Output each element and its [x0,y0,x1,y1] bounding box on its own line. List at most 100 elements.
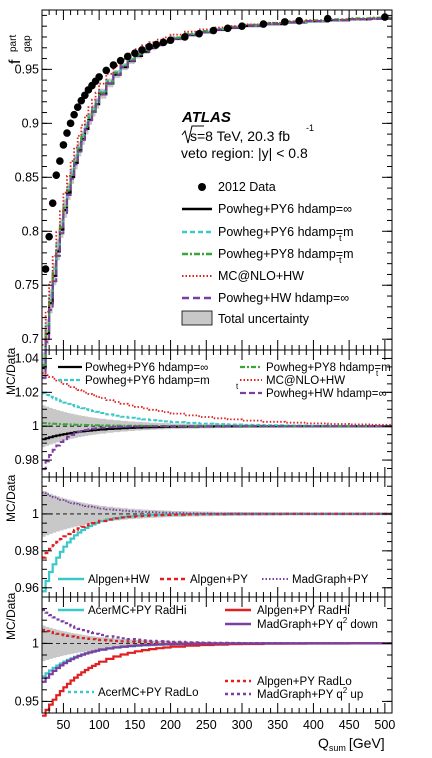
r3-y-tick-label: 1 [32,636,39,650]
data-point [159,38,168,47]
r1-legend-pwghw-label: Powheg+HW hdamp=∞ [266,388,387,400]
r1-y-tick-label: 1.04 [15,351,39,365]
r1-legend-pwgpy6mt-label: Powheg+PY6 hdamp=m [85,375,210,387]
r1-y-tick-label: 0.98 [15,453,39,467]
data-point [323,14,332,23]
r3-legend-alphi-label: Alpgen+PY RadHi [257,605,350,617]
main-uncertainty-band [42,17,392,380]
ratio1-ylabel: MC/Data [4,347,18,395]
data-point [152,40,161,49]
data-point [259,20,268,28]
data-point [41,265,50,273]
r3-legend-acerhi-label: AcerMC+PY RadHi [88,605,187,617]
data-point [123,52,132,61]
ratio3-y-ticks: 0.95 1 [15,608,392,708]
ratio2-x-ticks [48,477,393,597]
r3-curve-mgup [42,608,392,645]
r3-y-tick-label: 0.95 [15,694,39,708]
main-uncertainty-area [42,17,392,380]
main-curve-pwgpy8mt [42,16,392,366]
r1-curve-pwghw [42,425,392,471]
r2-y-tick-label: 0.98 [15,544,39,558]
legend-data-label: 2012 Data [218,180,276,194]
main-ylabel: f [7,59,24,64]
ratio3-ylabel: MC/Data [4,592,18,640]
data-point [77,96,86,105]
r2-y-tick-label: 0.96 [15,581,39,595]
data-point [48,199,57,208]
main-ylabel-main: f [7,59,24,64]
x-tick-label: 350 [267,718,288,732]
ratio-panel-1: 0.98 1 1.02 1.04 MC/Data Powheg+PY6 hdamp=∞… [4,347,393,478]
r1-curve-pwgpy6 [42,425,392,441]
r2-legend-madgraph-label: MadGraph+PY [292,574,369,586]
ratio1-curves [42,372,392,471]
r3-legend-mgdown-label: MadGraph+PY q2 down [257,616,378,631]
legend-unc-label: Total uncertainty [218,312,310,326]
data-point [238,22,246,30]
r3-legend-alplo-label: Alpgen+PY RadLo [257,676,352,688]
r3-legend-mgup-main: MadGraph+PY q [257,689,343,701]
main-curve-pwgpy6 [42,17,392,370]
main-curve-pwgpy6mt [42,17,392,361]
data-point [81,91,89,100]
data-point [116,56,125,65]
data-point [223,24,232,33]
x-tick-label: 100 [89,718,110,732]
data-point [63,129,71,137]
legend-mcnlo-label: MC@NLO+HW [218,269,304,283]
main-y-ticks: 0.7 0.75 0.8 0.85 0.9 0.95 [15,14,392,346]
r3-legend-mgdown-tail: down [347,619,378,631]
main-curve-pwghw [42,17,392,379]
main-data-points [41,13,389,273]
x-axis-label: Qsum [GeV] [318,735,385,753]
r3-legend-mgup-label: MadGraph+PY q2 up [257,686,363,701]
x-tick-label: 500 [374,718,395,732]
r1-legend-mcnlo-label: MC@NLO+HW [266,375,345,387]
x-tick-labels: 50 100 150 200 250 300 350 400 450 500 [56,718,395,732]
data-point [102,66,111,75]
main-y-tick-label: 0.75 [15,278,39,292]
ratio2-curves [42,491,392,593]
ratio3-curves [42,608,392,717]
legend-pwgpy8mt-label: Powheg+PY8 hdamp=m [218,247,354,261]
r1-curve-mcnlo [42,372,392,426]
main-ylabel-sub: gap [22,35,33,52]
ratio1-y-ticks: 0.98 1 1.02 1.04 [15,351,392,470]
legend-pwgpy6mt-sub: t [339,233,342,243]
x-axis-label-sub: sum [329,743,346,753]
legend-pwgpy8mt-sub: t [339,255,342,265]
r2-curve-alpgenpy [42,512,392,559]
data-point [145,42,153,51]
data-point [73,103,82,111]
legend-pwgpy6mt-label: Powheg+PY6 hdamp=m [218,225,354,239]
r1-legend-pwgpy8mt-label: Powheg+PY8 hdamp=m [266,362,391,374]
legend-pwghw-label: Powheg+HW hdamp=∞ [218,291,349,305]
x-tick-label: 150 [124,718,145,732]
r1-y-tick-label: 1 [32,419,39,433]
x-tick-label: 400 [303,718,324,732]
x-axis-label-main: Q [318,735,329,751]
info-region: veto region: |y| < 0.8 [181,145,308,161]
data-point [281,18,289,26]
main-legend: 2012 Data Powheg+PY6 hdamp=∞ Powheg+PY6 … [181,180,354,326]
main-mc-curves [42,16,392,379]
data-point [59,141,68,149]
data-point [131,49,139,57]
data-point [66,119,75,128]
x-tick-label: 200 [160,718,181,732]
data-point [56,157,64,165]
main-y-tick-label: 0.95 [15,62,39,76]
data-point [95,73,103,81]
data-point [52,171,61,179]
ratio1-x-ticks [48,350,393,477]
x-tick-label: 250 [196,718,217,732]
r3-legend-acerlo-label: AcerMC+PY RadLo [98,687,198,699]
ratio2-ylabel: MC/Data [4,474,18,522]
main-y-tick-label: 0.7 [22,332,39,346]
r2-y-tick-label: 1 [32,507,39,521]
ratio-panel-3: 0.95 1 MC/Data AcerMC+PY RadHi Alpgen+PY … [4,592,393,717]
main-y-tick-label: 0.9 [22,116,39,130]
info-exp: -1 [306,123,314,133]
